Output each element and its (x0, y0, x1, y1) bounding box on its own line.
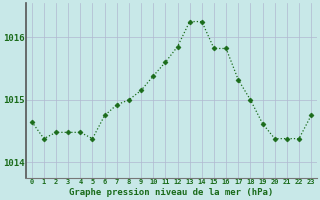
X-axis label: Graphe pression niveau de la mer (hPa): Graphe pression niveau de la mer (hPa) (69, 188, 274, 197)
